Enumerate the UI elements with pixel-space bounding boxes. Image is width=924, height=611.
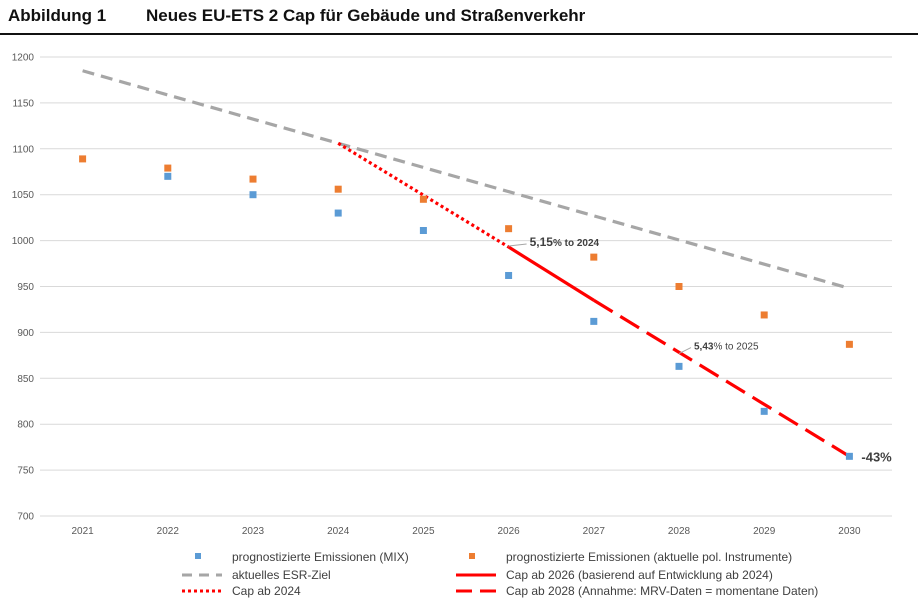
x-tick-label: 2021 (71, 526, 94, 537)
y-tick-label: 1200 (12, 53, 35, 64)
x-tick-label: 2029 (753, 526, 776, 537)
data-point (845, 340, 853, 348)
data-point (79, 155, 87, 163)
y-tick-label: 1000 (12, 236, 35, 247)
legend-item-esr: aktuelles ESR-Ziel (182, 568, 331, 582)
y-tick-label: 1050 (12, 190, 35, 201)
legend-swatch-policy (456, 551, 496, 563)
legend-item-cap-2024: Cap ab 2024 (182, 584, 301, 598)
data-point (845, 452, 853, 460)
y-tick-label: 950 (17, 282, 34, 293)
y-tick-label: 1150 (12, 98, 34, 109)
data-point (590, 317, 598, 325)
legend-swatch-mix (182, 551, 222, 563)
legend-label-policy: prognostizierte Emissionen (aktuelle pol… (506, 550, 793, 564)
legend-item-policy: prognostizierte Emissionen (aktuelle pol… (456, 550, 792, 564)
legend-swatch-cap-2028 (456, 585, 496, 597)
series-line-4 (507, 245, 595, 302)
legend-label-cap-2026: Cap ab 2026 (basierend auf Entwicklung a… (506, 568, 773, 582)
gridlines (40, 56, 892, 517)
data-point (249, 175, 257, 183)
data-point (505, 225, 513, 233)
chart: 700 750 800 850 900 950 1000 1050 1100 1150 1200 2… (12, 53, 892, 538)
legend: prognostizierte Emissionen (MIX) prognos… (0, 546, 924, 608)
x-tick-label: 2023 (242, 526, 265, 537)
legend-item-mix: prognostizierte Emissionen (MIX) (182, 550, 409, 564)
y-tick-label: 750 (17, 466, 34, 477)
y-tick-label: 900 (17, 328, 34, 339)
legend-swatch-cap-2024 (182, 585, 222, 597)
x-tick-label: 2027 (583, 526, 606, 537)
annotation-a3: -43% (861, 449, 892, 464)
series-line-5 (592, 298, 851, 458)
data-point (675, 362, 683, 370)
annotation-a1: 5,15% to 2024 (530, 235, 600, 249)
y-tick-label: 1100 (12, 144, 34, 155)
legend-item-cap-2026: Cap ab 2026 (basierend auf Entwicklung a… (456, 568, 773, 582)
data-point (164, 172, 172, 180)
annotation-value: -43% (861, 449, 892, 464)
y-tick-label: 850 (17, 374, 34, 385)
y-axis-ticks: 700 750 800 850 900 950 1000 1050 1100 1150 1200 (12, 53, 35, 523)
y-tick-label: 800 (17, 420, 34, 431)
x-tick-label: 2024 (327, 526, 350, 537)
data-point (590, 253, 598, 261)
legend-label-esr: aktuelles ESR-Ziel (232, 568, 331, 582)
legend-swatch-esr (182, 569, 222, 581)
annotation-value: 5,15 (530, 235, 554, 249)
annotation-leader (508, 243, 527, 247)
data-point (505, 271, 513, 279)
x-tick-label: 2026 (497, 526, 520, 537)
data-point (164, 164, 172, 172)
data-point (334, 185, 342, 193)
data-point (760, 407, 768, 415)
legend-swatch-cap-2026 (456, 569, 496, 581)
x-tick-label: 2025 (412, 526, 435, 537)
annotation-suffix: % to 2024 (553, 238, 600, 249)
data-point (675, 283, 683, 290)
title-divider (0, 33, 918, 35)
annotation-suffix: % to 2025 (713, 342, 758, 353)
annotation-a2: 5,43% to 2025 (694, 342, 759, 353)
data-point (334, 209, 342, 217)
series-lines (82, 69, 851, 458)
figure-label: Abbildung 1 (8, 6, 107, 25)
data-point (249, 191, 257, 199)
data-point (760, 311, 768, 319)
legend-item-cap-2028: Cap ab 2028 (Annahme: MRV-Daten = moment… (456, 584, 818, 598)
data-point (419, 195, 427, 203)
annotations: 5,15% to 2024 5,43% to 2025 -43% (508, 235, 892, 464)
x-tick-label: 2030 (838, 526, 861, 537)
legend-label-mix: prognostizierte Emissionen (MIX) (232, 550, 409, 564)
series-line-2 (82, 69, 850, 290)
x-tick-label: 2022 (157, 526, 180, 537)
legend-label-cap-2024: Cap ab 2024 (232, 584, 301, 598)
legend-label-cap-2028: Cap ab 2028 (Annahme: MRV-Daten = moment… (506, 584, 819, 598)
figure-title-text: Neues EU-ETS 2 Cap für Gebäude und Straß… (146, 6, 586, 25)
x-tick-label: 2028 (668, 526, 691, 537)
y-tick-label: 700 (17, 512, 34, 523)
x-axis-ticks: 2021 2022 2023 2024 2025 2026 2027 2028 2029 2030 (71, 526, 860, 537)
annotation-value: 5,43 (694, 342, 714, 353)
data-point (419, 227, 427, 235)
series-points (79, 155, 853, 460)
figure-title: Abbildung 1 Neues EU-ETS 2 Cap für Gebäud… (8, 6, 585, 26)
annotation-leader (678, 347, 692, 354)
